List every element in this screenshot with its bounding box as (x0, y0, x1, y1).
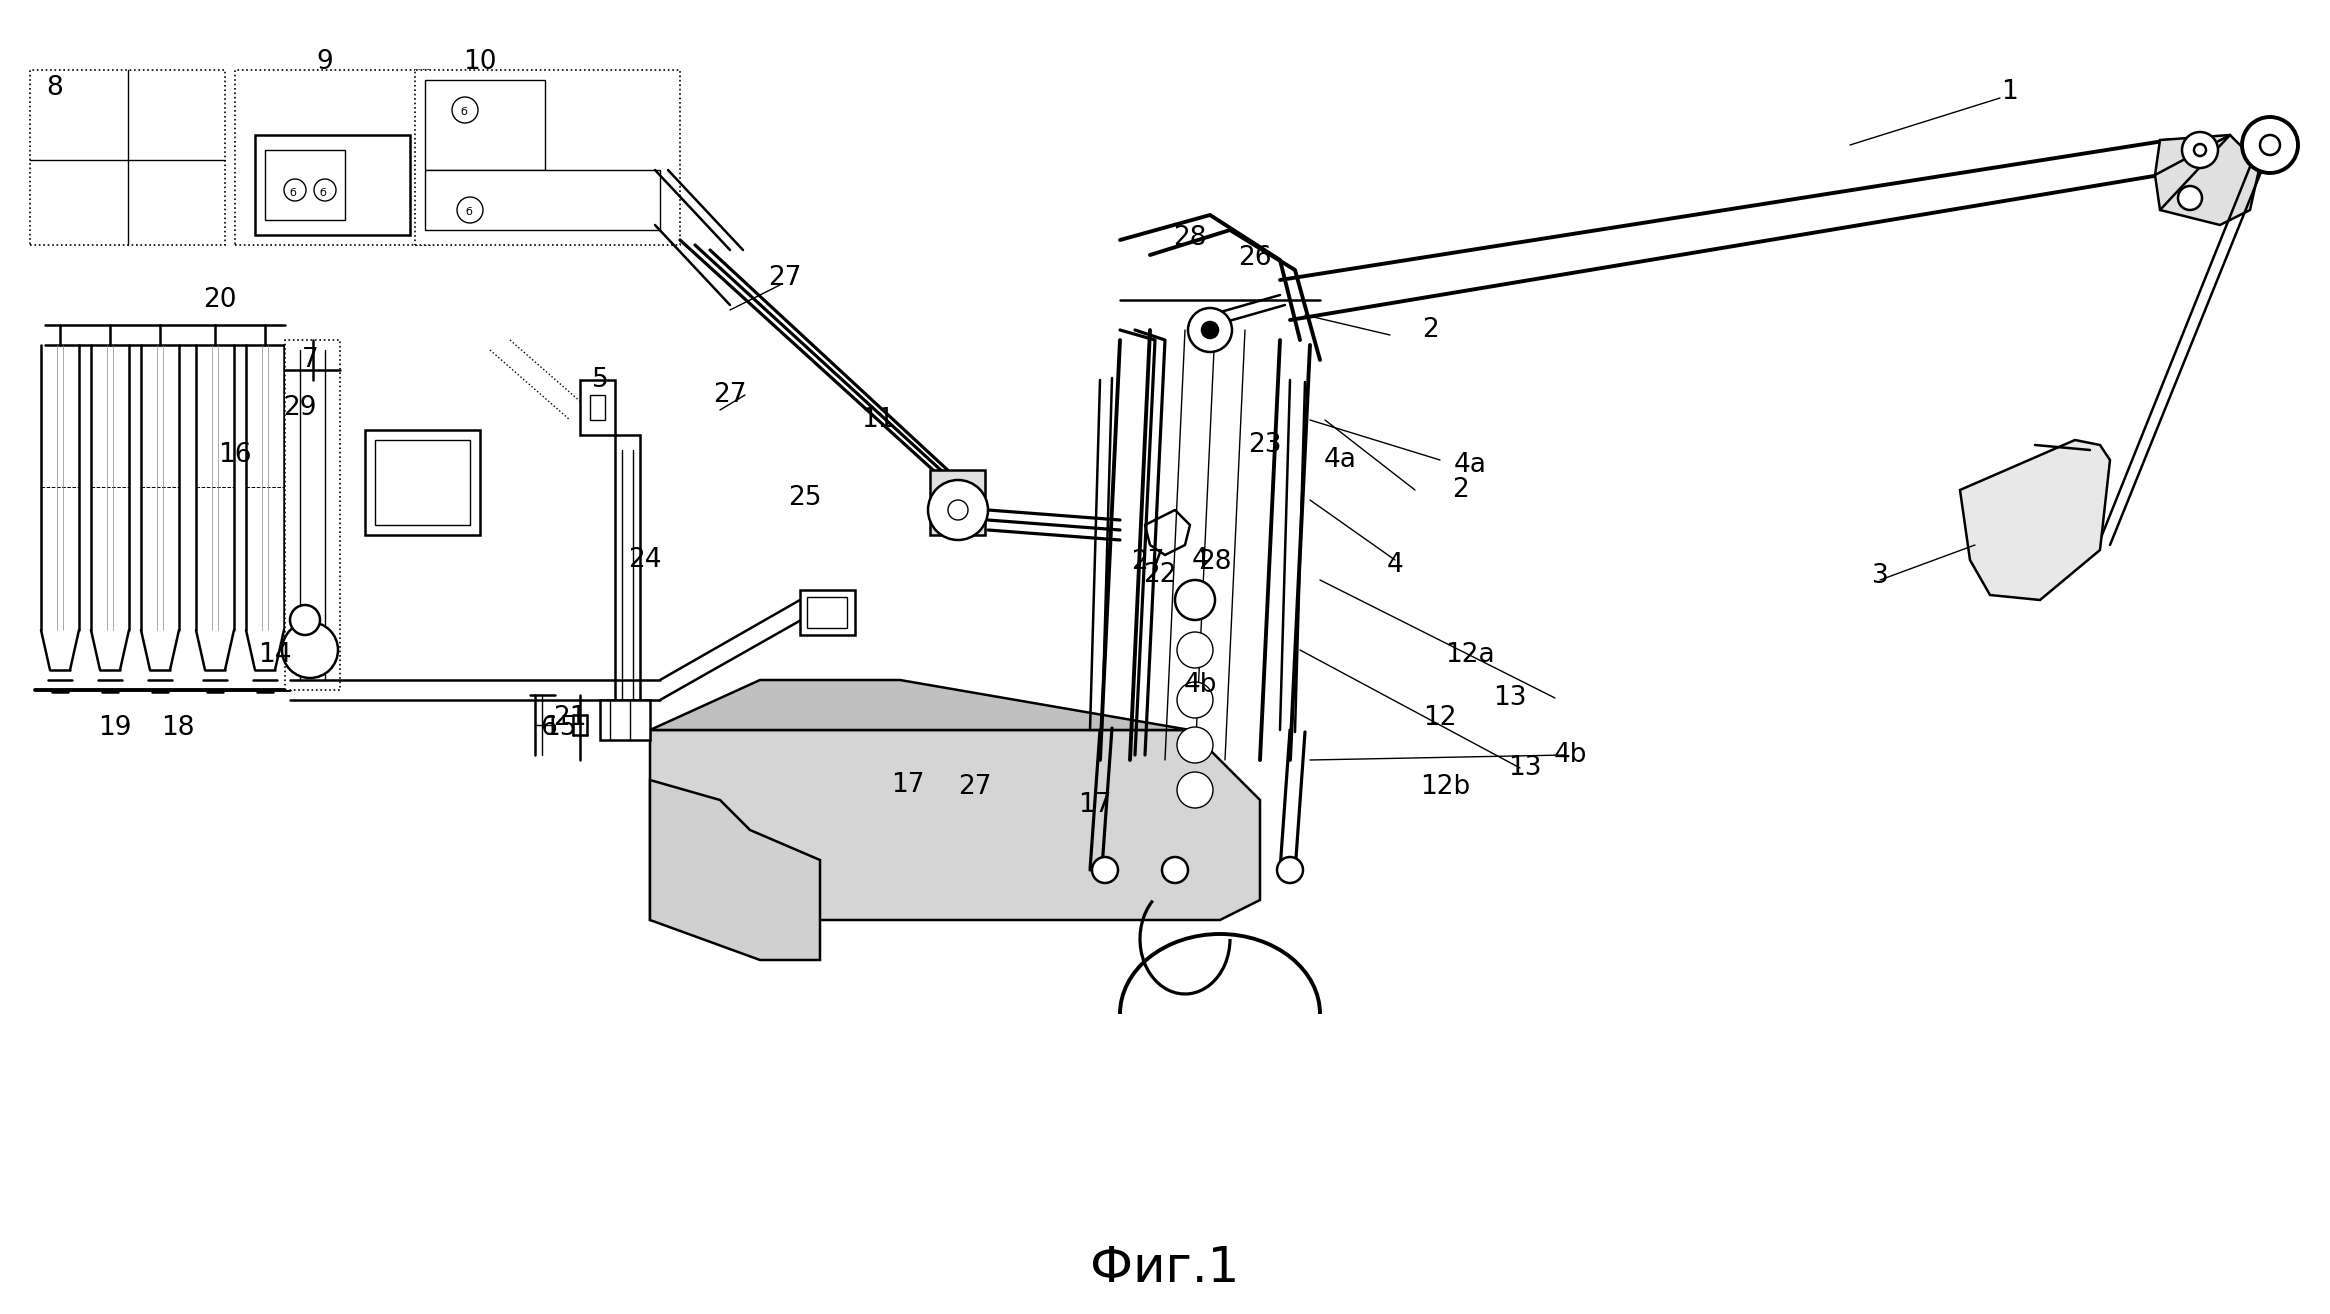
Text: 29: 29 (284, 396, 317, 420)
Text: 11: 11 (862, 407, 895, 434)
Bar (284, 340, 340, 690)
Circle shape (1177, 727, 1214, 763)
Text: 4b: 4b (1554, 742, 1587, 767)
Text: 28: 28 (1174, 225, 1207, 251)
Text: 27: 27 (1132, 549, 1165, 576)
Bar (266, 150, 345, 219)
Text: 14: 14 (259, 643, 291, 668)
Circle shape (1163, 857, 1188, 883)
Circle shape (1277, 857, 1302, 883)
Polygon shape (650, 681, 1191, 731)
Circle shape (452, 97, 478, 124)
Circle shape (1202, 322, 1219, 338)
Circle shape (2195, 145, 2207, 156)
Text: 27: 27 (769, 265, 802, 290)
Text: 3: 3 (1871, 562, 1887, 589)
Text: 10: 10 (464, 49, 496, 75)
Circle shape (2179, 187, 2202, 210)
Bar (366, 430, 480, 535)
Text: 26: 26 (1237, 244, 1272, 271)
Text: 17: 17 (1079, 792, 1111, 819)
Text: 24: 24 (629, 547, 662, 573)
Bar (930, 470, 986, 535)
Circle shape (282, 622, 338, 678)
Text: 2: 2 (1421, 317, 1438, 343)
Polygon shape (650, 731, 1261, 920)
Text: 4: 4 (1191, 547, 1209, 573)
Bar (254, 135, 410, 235)
Bar (415, 70, 680, 244)
Text: б: б (461, 106, 468, 117)
Text: 23: 23 (1249, 432, 1282, 459)
Circle shape (1177, 632, 1214, 668)
Text: 20: 20 (203, 286, 238, 313)
Text: 4b: 4b (1184, 671, 1216, 698)
Circle shape (1188, 307, 1233, 352)
Text: 5: 5 (592, 367, 608, 393)
Text: 6: 6 (541, 715, 557, 741)
Text: 8: 8 (47, 75, 63, 101)
Text: 9: 9 (317, 49, 333, 75)
Text: 4a: 4a (1454, 452, 1487, 478)
Text: б: б (319, 188, 326, 198)
Bar (424, 170, 659, 230)
Text: 12b: 12b (1419, 774, 1470, 800)
Text: 4a: 4a (1323, 447, 1356, 473)
Text: 19: 19 (98, 715, 133, 741)
Circle shape (1093, 857, 1118, 883)
Bar (580, 380, 615, 435)
Circle shape (1177, 773, 1214, 808)
Bar (375, 440, 471, 526)
Circle shape (289, 604, 319, 635)
Polygon shape (650, 781, 820, 961)
Text: 25: 25 (788, 485, 822, 511)
Text: 16: 16 (219, 442, 252, 468)
Text: 17: 17 (892, 773, 925, 798)
Circle shape (1174, 579, 1214, 620)
Text: 27: 27 (713, 382, 746, 409)
Polygon shape (2155, 135, 2260, 225)
Circle shape (2181, 131, 2218, 168)
Text: 12a: 12a (1445, 643, 1496, 668)
Circle shape (948, 501, 967, 520)
Polygon shape (1960, 440, 2111, 600)
Text: 13: 13 (1494, 685, 1526, 711)
Text: б: б (466, 208, 473, 217)
Circle shape (2241, 117, 2297, 173)
Bar (235, 70, 431, 244)
Circle shape (927, 480, 988, 540)
Text: 12: 12 (1424, 706, 1456, 731)
Text: 2: 2 (1452, 477, 1468, 503)
Circle shape (457, 197, 482, 223)
Text: 22: 22 (1144, 562, 1177, 587)
Bar (30, 70, 226, 244)
Circle shape (2260, 135, 2281, 155)
Circle shape (284, 179, 305, 201)
Bar (799, 590, 855, 635)
Text: 21: 21 (552, 706, 587, 731)
Text: 27: 27 (958, 774, 993, 800)
Text: 13: 13 (1508, 756, 1542, 781)
Bar (424, 80, 545, 170)
Text: 15: 15 (543, 715, 578, 741)
Text: 28: 28 (1198, 549, 1233, 576)
Text: 7: 7 (301, 347, 319, 373)
Bar (806, 597, 848, 628)
Text: Фиг.1: Фиг.1 (1090, 1244, 1240, 1292)
Text: 1: 1 (2001, 79, 2018, 105)
Text: б: б (289, 188, 296, 198)
Text: 18: 18 (161, 715, 196, 741)
Circle shape (315, 179, 336, 201)
Bar (601, 700, 650, 740)
Bar (589, 396, 606, 420)
Circle shape (1177, 682, 1214, 717)
Text: 4: 4 (1386, 552, 1403, 578)
